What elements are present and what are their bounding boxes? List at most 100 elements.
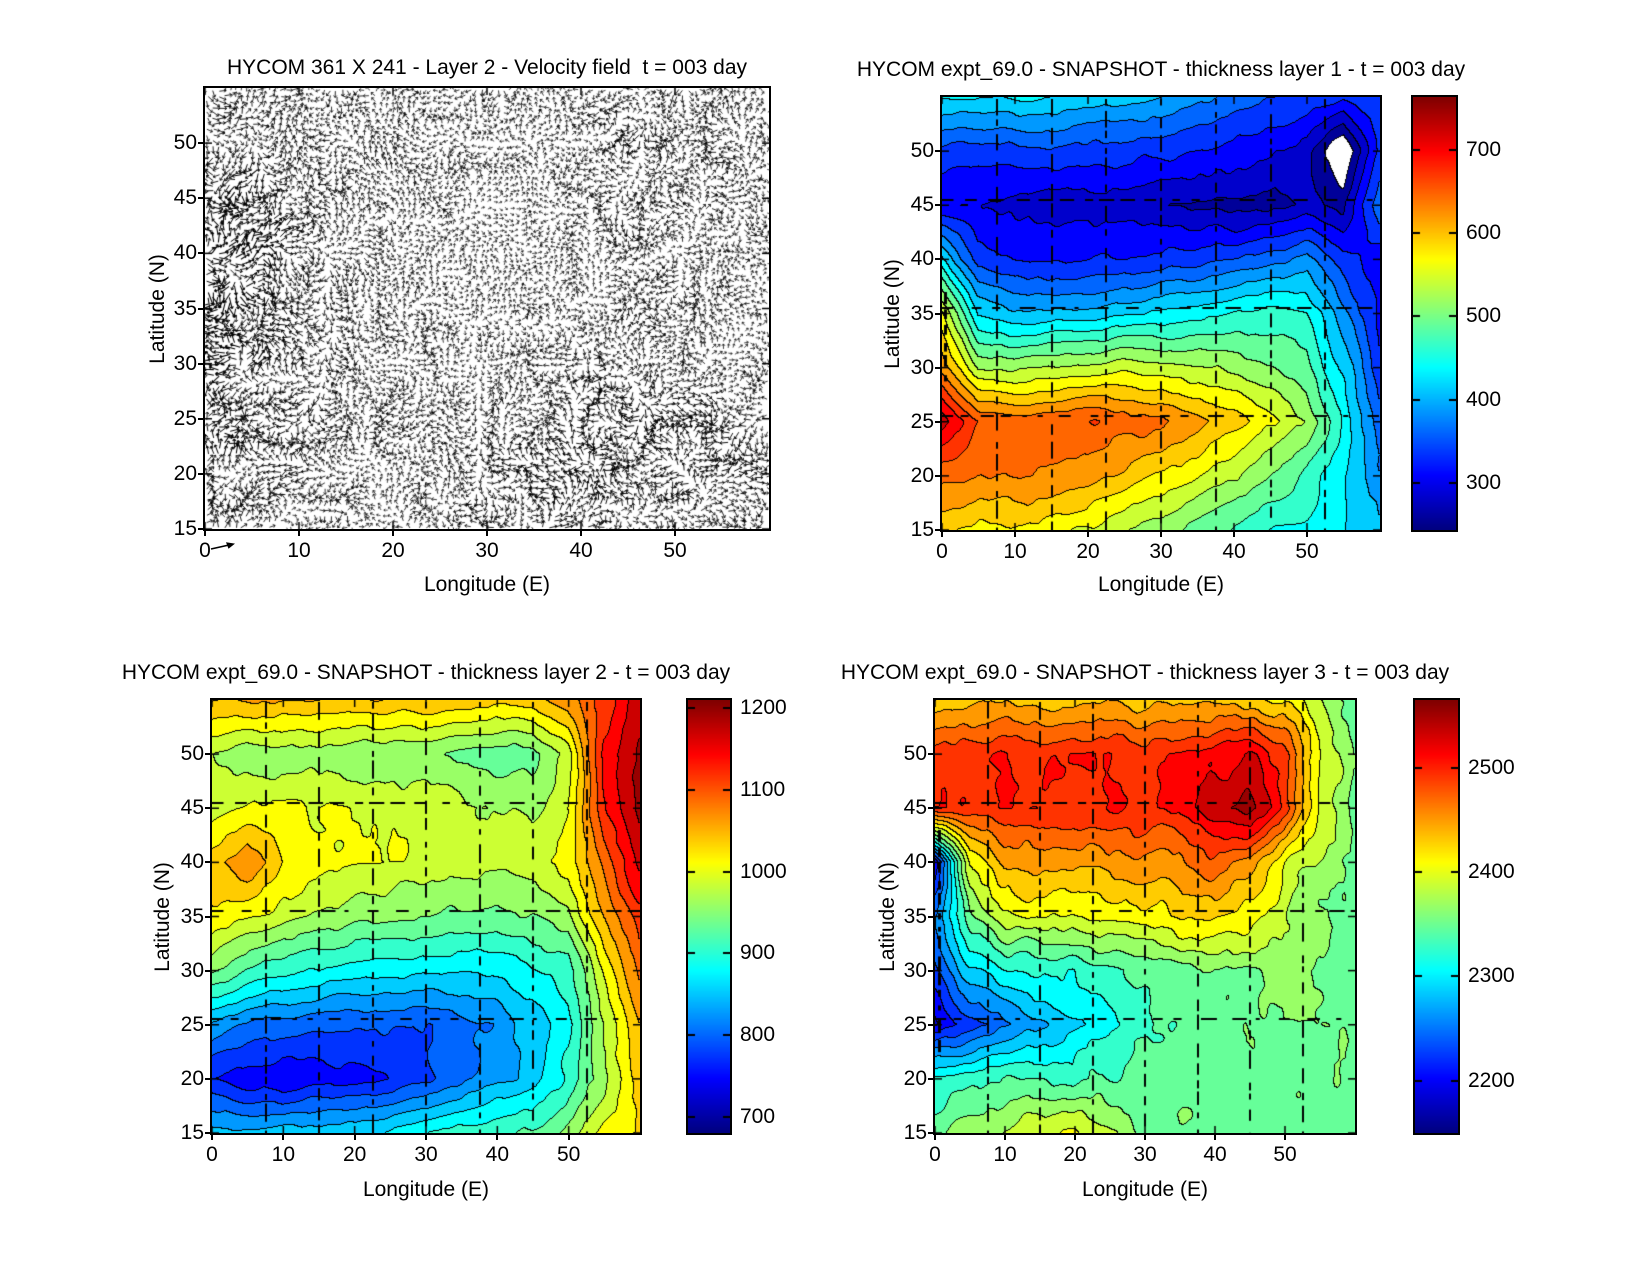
axis-tick-mark — [935, 366, 940, 369]
axis-tick-mark — [935, 312, 940, 315]
colorbar-tick-label: 400 — [1466, 388, 1502, 411]
axis-tick-mark — [1087, 532, 1089, 537]
y-tick-label: 30 — [180, 958, 204, 982]
thickness-layer1-contour-canvas — [940, 95, 1382, 532]
axis-tick-mark — [1160, 532, 1162, 537]
x-tick-label: 20 — [381, 539, 405, 562]
colorbar-tick-label: 2300 — [1468, 964, 1515, 987]
colorbar-tick-label: 1000 — [740, 860, 787, 883]
x-tick-label: 0 — [929, 1143, 941, 1166]
axis-tick-mark — [198, 417, 203, 420]
y-tick-label: 25 — [173, 406, 197, 430]
quiver-scale-arrow-icon — [210, 542, 235, 550]
axis-tick-mark — [935, 204, 940, 207]
axis-tick-mark — [205, 753, 210, 756]
axis-tick-mark — [928, 1023, 933, 1026]
colorbar-tick-label: 2400 — [1468, 860, 1515, 883]
x-tick-label: 50 — [1295, 540, 1319, 563]
axis-tick-mark — [198, 362, 203, 365]
velocity-quiver-canvas — [203, 86, 771, 531]
y-tick-label: 20 — [180, 1066, 204, 1090]
x-tick-label: 40 — [1222, 540, 1246, 563]
plot-title-velocity: HYCOM 361 X 241 - Layer 2 - Velocity fie… — [226, 56, 748, 79]
x-tick-label: 10 — [1003, 540, 1027, 563]
axis-tick-mark — [198, 197, 203, 200]
axis-tick-mark — [205, 915, 210, 918]
axis-tick-mark — [935, 474, 940, 477]
axis-tick-mark — [567, 1135, 570, 1140]
colorbar-tick-label: 600 — [1466, 221, 1502, 244]
axis-tick-mark — [282, 1135, 285, 1140]
axis-tick-mark — [204, 531, 206, 536]
y-tick-label: 20 — [910, 463, 934, 487]
axis-tick-mark — [941, 532, 943, 537]
y-tick-label: 15 — [903, 1121, 927, 1144]
y-tick-label: 35 — [173, 296, 197, 320]
y-tick-label: 15 — [910, 518, 934, 541]
x-tick-label: 20 — [342, 1143, 367, 1166]
x-tick-label: 50 — [1273, 1143, 1297, 1166]
x-tick-label: 40 — [485, 1143, 509, 1166]
colorbar-tick-label: 900 — [740, 941, 776, 964]
axis-tick-mark — [298, 531, 300, 536]
axis-tick-mark — [1284, 1135, 1286, 1140]
x-tick-label: 0 — [206, 1143, 218, 1166]
y-tick-label: 50 — [173, 131, 197, 155]
x-tick-label: 0 — [199, 539, 211, 562]
x-tick-label: 10 — [287, 539, 311, 562]
y-tick-label: 25 — [180, 1012, 204, 1036]
y-tick-label: 40 — [903, 850, 927, 874]
y-tick-label: 45 — [173, 186, 197, 210]
y-tick-label: 15 — [180, 1121, 204, 1144]
x-tick-label: 30 — [1133, 1143, 1157, 1166]
axis-tick-mark — [198, 472, 203, 475]
x-axis-label: Longitude (E) — [362, 1178, 490, 1201]
y-tick-label: 35 — [910, 301, 934, 325]
axis-tick-mark — [928, 1132, 933, 1134]
y-tick-label: 40 — [180, 850, 204, 874]
y-tick-label: 20 — [173, 461, 197, 485]
axis-tick-mark — [1144, 1135, 1146, 1140]
x-tick-label: 10 — [993, 1143, 1017, 1166]
y-tick-label: 30 — [173, 351, 197, 375]
x-tick-label: 30 — [475, 539, 499, 562]
colorbar-tick-label: 500 — [1466, 304, 1502, 327]
axis-tick-mark — [928, 861, 933, 864]
y-tick-label: 50 — [180, 742, 204, 766]
thickness-layer2-colorbar — [686, 698, 732, 1135]
y-tick-label: 45 — [903, 796, 927, 820]
axis-tick-mark — [935, 420, 940, 423]
colorbar-tick-label: 2200 — [1468, 1069, 1515, 1092]
axis-tick-mark — [205, 1077, 210, 1080]
x-tick-label: 30 — [1149, 540, 1173, 563]
axis-tick-mark — [496, 1135, 499, 1140]
axis-tick-mark — [425, 1135, 427, 1140]
x-tick-label: 40 — [1203, 1143, 1227, 1166]
y-tick-label: 50 — [910, 139, 934, 163]
axis-tick-mark — [205, 969, 210, 972]
axis-tick-mark — [935, 529, 940, 531]
colorbar-tick-label: 1100 — [740, 778, 786, 801]
x-tick-label: 20 — [1063, 1143, 1087, 1166]
colorbar-tick-label: 700 — [740, 1105, 776, 1128]
y-tick-label: 20 — [903, 1066, 927, 1090]
y-tick-label: 25 — [903, 1012, 927, 1036]
x-tick-label: 50 — [663, 539, 687, 562]
y-tick-label: 25 — [910, 409, 934, 433]
axis-tick-mark — [205, 1023, 210, 1026]
axis-tick-mark — [205, 807, 210, 810]
axis-tick-mark — [674, 531, 676, 536]
axis-tick-mark — [198, 528, 203, 530]
thickness-layer3-colorbar — [1413, 698, 1460, 1135]
axis-tick-mark — [205, 1132, 210, 1134]
y-tick-label: 45 — [910, 193, 934, 217]
axis-tick-mark — [928, 807, 933, 810]
y-tick-label: 50 — [903, 742, 927, 766]
plot-title-layer3: HYCOM expt_69.0 - SNAPSHOT - thickness l… — [840, 661, 1450, 684]
colorbar-tick-label: 700 — [1466, 138, 1502, 161]
axis-tick-mark — [935, 150, 940, 153]
x-tick-label: 40 — [569, 539, 593, 562]
axis-tick-mark — [205, 861, 210, 864]
y-tick-label: 15 — [173, 517, 197, 540]
